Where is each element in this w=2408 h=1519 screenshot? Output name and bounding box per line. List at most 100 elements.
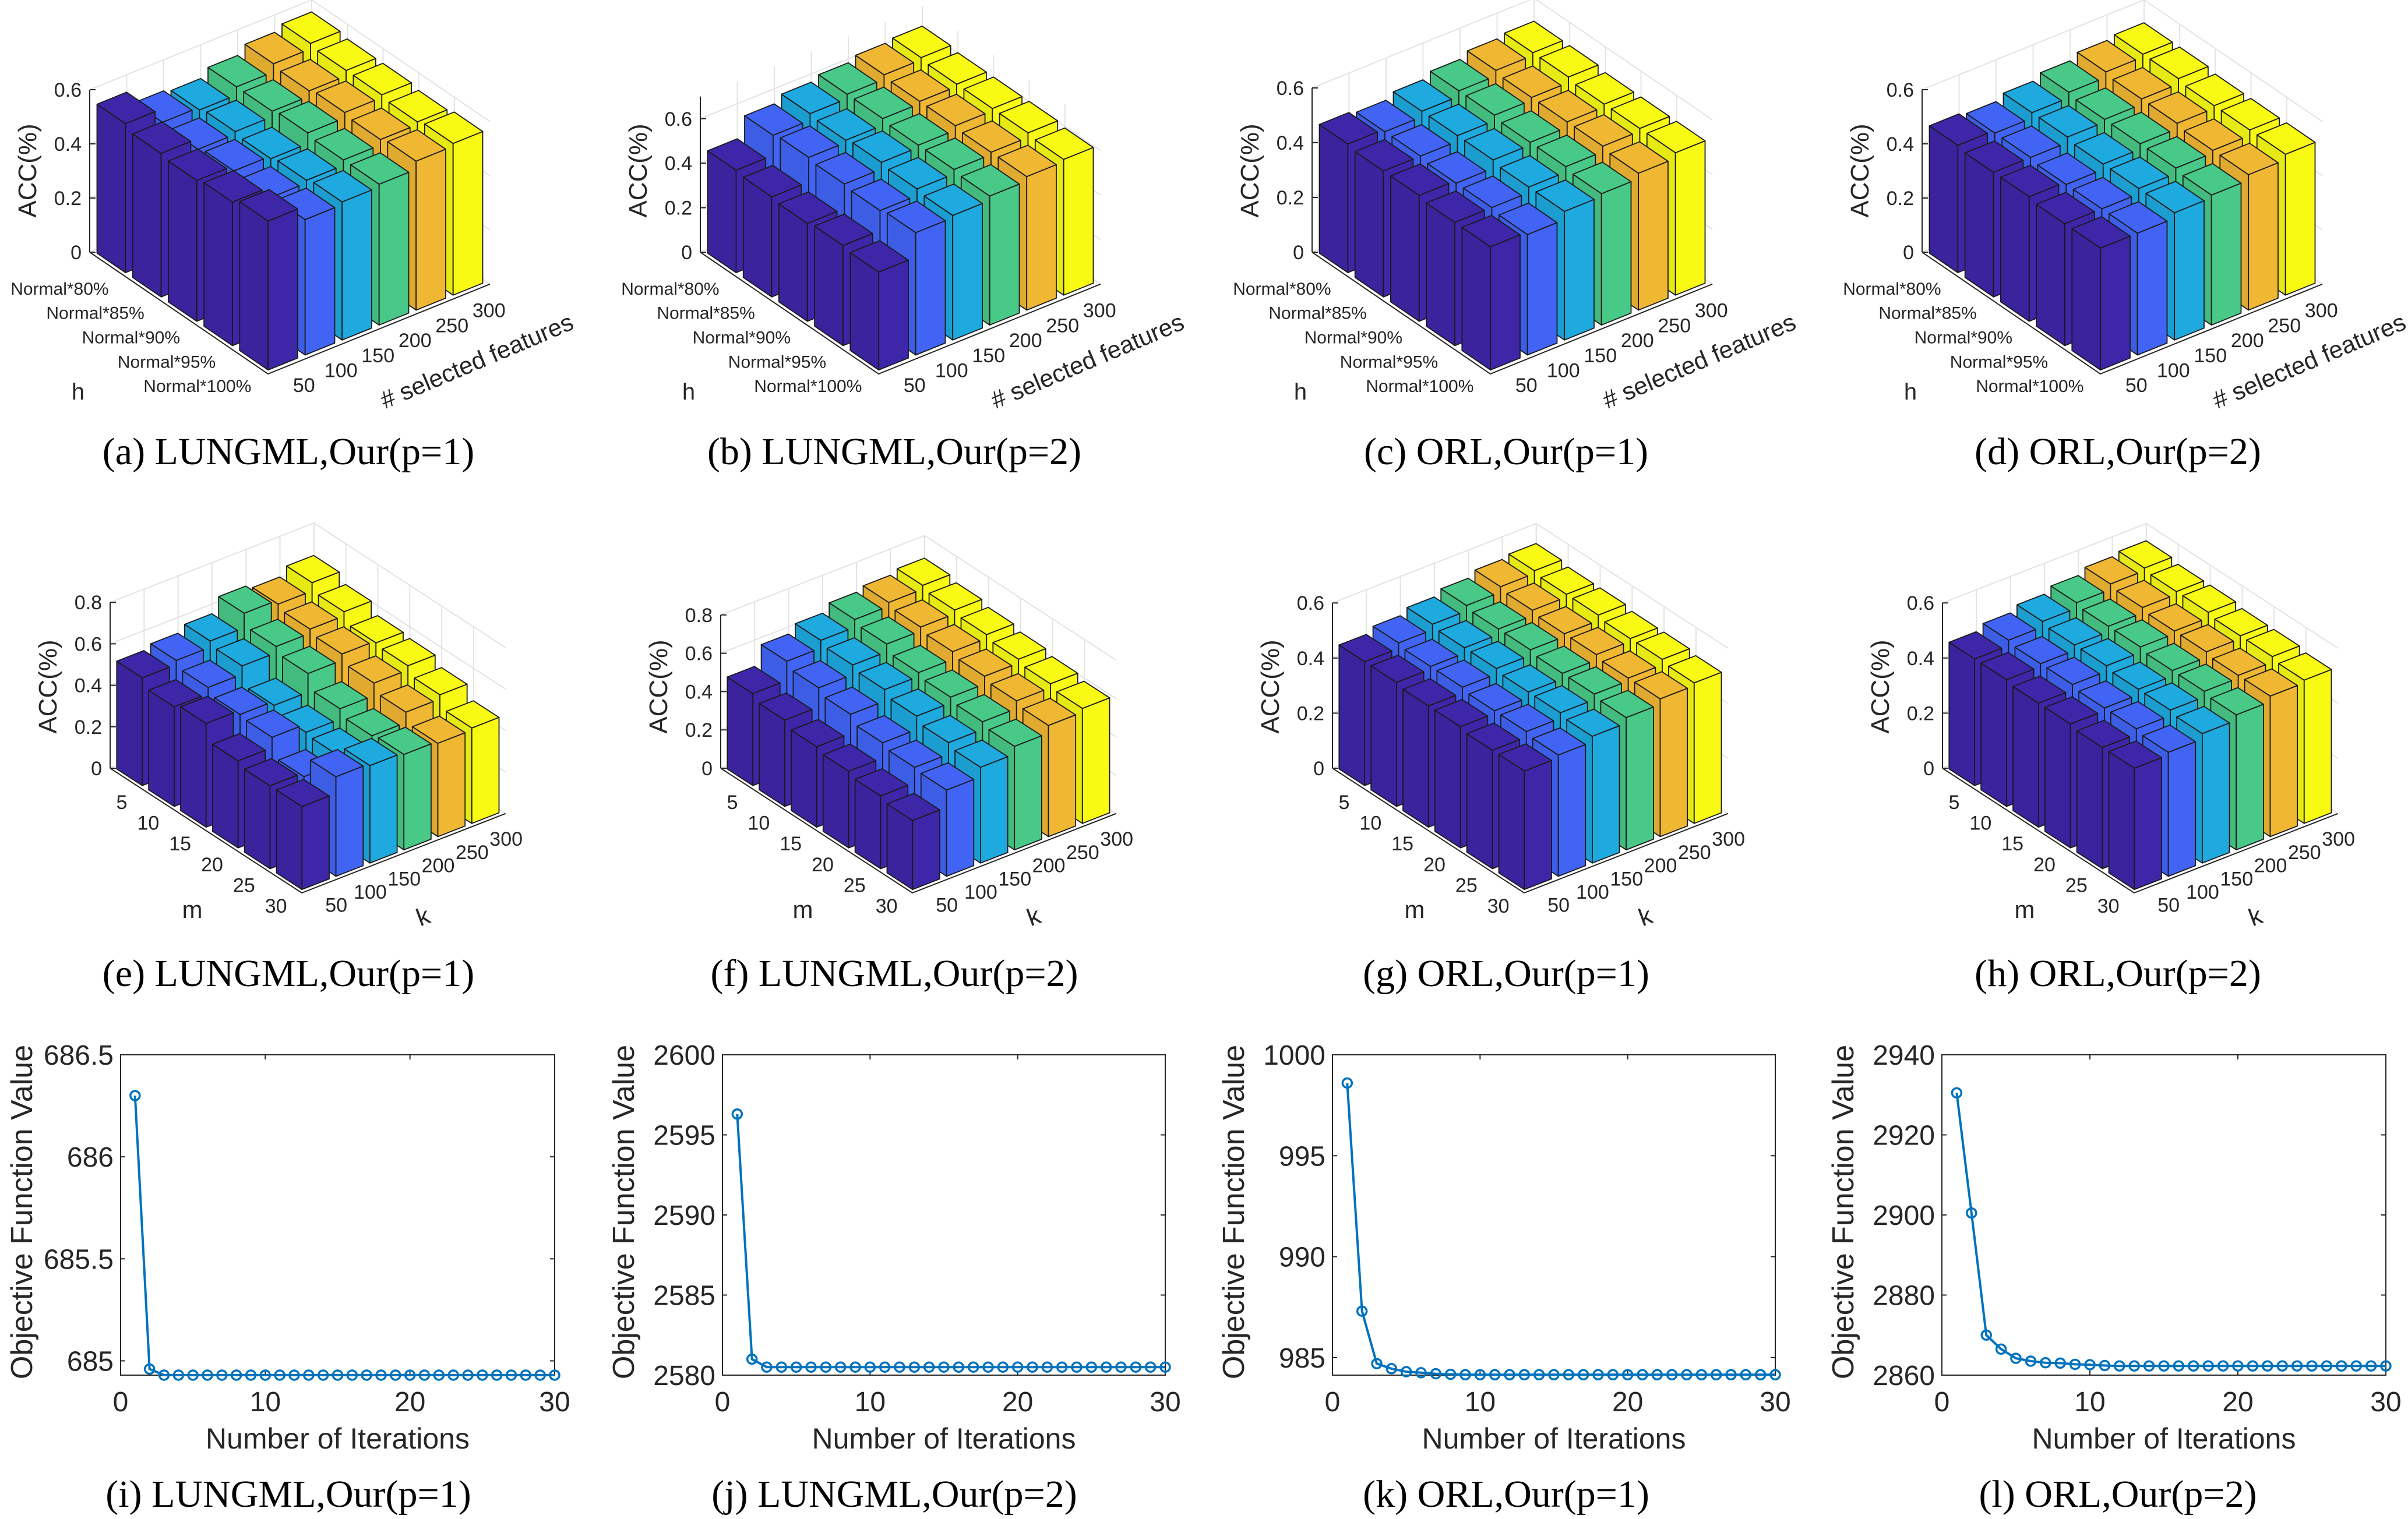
bar-front-face	[878, 259, 909, 371]
series-line	[1955, 1093, 2386, 1368]
panel-caption: (d) ORL,Our(p=2)	[1975, 430, 2261, 473]
data-point	[820, 1361, 832, 1373]
data-point	[1056, 1361, 1068, 1373]
floor-axes	[1332, 768, 1729, 894]
bar-side-face	[96, 103, 126, 274]
data-point	[129, 1090, 141, 1101]
data-point	[1144, 1361, 1157, 1373]
row-tick-label: 5	[1338, 792, 1349, 814]
data-point	[894, 1361, 905, 1373]
bar-top-face	[2212, 647, 2266, 676]
bar-front-face	[1600, 181, 1632, 326]
bar-top-face	[1404, 638, 1458, 667]
series-line	[1346, 1083, 1775, 1376]
z-tick-label: 0.2	[665, 197, 692, 220]
bar-front-face	[2284, 142, 2316, 296]
bar-top-face	[446, 700, 500, 729]
row-tick-label: 5	[116, 792, 127, 814]
bar-top-face	[150, 633, 205, 661]
data-point	[1966, 1207, 1977, 1219]
floor-axes	[110, 768, 506, 894]
z-axis-label: ACC(%)	[1256, 640, 1285, 733]
bar-top-face	[1468, 683, 1522, 712]
bar-top-face	[317, 38, 376, 71]
data-point	[1341, 1077, 1353, 1089]
bar-side-face	[2108, 751, 2135, 891]
data-point	[317, 1369, 329, 1381]
col-tick-label: 150	[2194, 345, 2227, 367]
data-point	[2380, 1360, 2392, 1372]
z-tick-label: 0.2	[1907, 702, 1934, 725]
x-tick-label: 0	[1325, 1387, 1341, 1418]
z-axis-label: ACC(%)	[34, 640, 62, 733]
col-tick-label: 50	[2125, 375, 2148, 397]
bar-top-face	[960, 606, 1014, 635]
bar-top-face	[2176, 705, 2230, 734]
bar-front-face	[301, 795, 330, 891]
row-tick-label: 10	[748, 813, 770, 835]
bar-front-face	[1674, 140, 1706, 296]
col-tick-label: 50	[1547, 895, 1570, 917]
data-point	[361, 1369, 372, 1381]
bar-top-face	[1600, 690, 1654, 718]
bar-top-face	[2108, 740, 2162, 769]
bar-top-face	[1498, 743, 1552, 772]
bar-side-face	[1948, 641, 1976, 786]
row-tick-label: 20	[812, 854, 834, 876]
bar-top-face	[1354, 139, 1414, 172]
panel-caption: (l) ORL,Our(p=2)	[1979, 1473, 2257, 1516]
col-tick-label: 50	[293, 375, 315, 397]
bar-top-face	[309, 749, 364, 778]
bar-top-face	[382, 638, 436, 666]
bar-front-face	[1026, 164, 1057, 311]
bar-top-face	[1434, 699, 1489, 727]
bar-front-face	[2248, 162, 2279, 311]
row-axis-label: h	[72, 379, 84, 405]
bar-top-face	[886, 793, 940, 821]
y-tick-label: 990	[1279, 1242, 1325, 1273]
bar-top-face	[1356, 100, 1415, 133]
row-axis-label: m	[182, 896, 203, 923]
bar-top-face	[313, 681, 368, 709]
bar-top-face	[1570, 627, 1624, 655]
data-point	[2054, 1357, 2066, 1369]
data-point	[346, 1369, 358, 1381]
x-axis-label: Number of Iterations	[812, 1422, 1076, 1455]
bar-top-face	[316, 626, 370, 655]
bar-side-face	[1964, 152, 1994, 298]
data-point	[1415, 1367, 1427, 1379]
bar-top-face	[1964, 140, 2024, 173]
data-point	[879, 1361, 891, 1373]
bar-top-face	[2244, 668, 2298, 697]
bar-side-face	[167, 160, 198, 322]
col-tick-label: 200	[1032, 855, 1066, 877]
z-tick-label: 0	[1923, 758, 1934, 780]
col-tick-label: 100	[935, 359, 968, 381]
bar-top-face	[928, 52, 987, 85]
bar-top-face	[1504, 20, 1563, 54]
bar-top-face	[2114, 22, 2173, 55]
data-point	[1115, 1361, 1127, 1373]
data-point	[2202, 1360, 2214, 1372]
col-tick-label: 100	[2186, 881, 2219, 903]
row-tick-label: 20	[1423, 854, 1445, 876]
bar-top-face	[284, 601, 338, 630]
bar-top-face	[2078, 680, 2132, 709]
row-axis-label: h	[1294, 379, 1307, 405]
panel-d: (d) ORL,Our(p=2) 0 0.2 0.4 0.6 Normal*80% Norm…	[1843, 0, 2408, 473]
col-tick-label: 150	[361, 345, 394, 367]
bar-top-face	[1566, 708, 1620, 737]
z-tick-label: 0	[701, 758, 713, 780]
bar-top-face	[2180, 624, 2234, 652]
bar-top-face	[824, 686, 879, 715]
bar-front-face	[335, 765, 364, 877]
col-tick-label: 200	[1621, 330, 1654, 352]
bar-side-face	[849, 252, 880, 371]
row-axis-label: h	[682, 379, 695, 405]
bar-front-face	[1014, 735, 1042, 850]
data-point	[2099, 1359, 2111, 1372]
bar-side-face	[1370, 665, 1397, 807]
data-point	[967, 1361, 979, 1373]
bar-top-face	[962, 120, 1021, 153]
data-point	[2350, 1360, 2362, 1372]
